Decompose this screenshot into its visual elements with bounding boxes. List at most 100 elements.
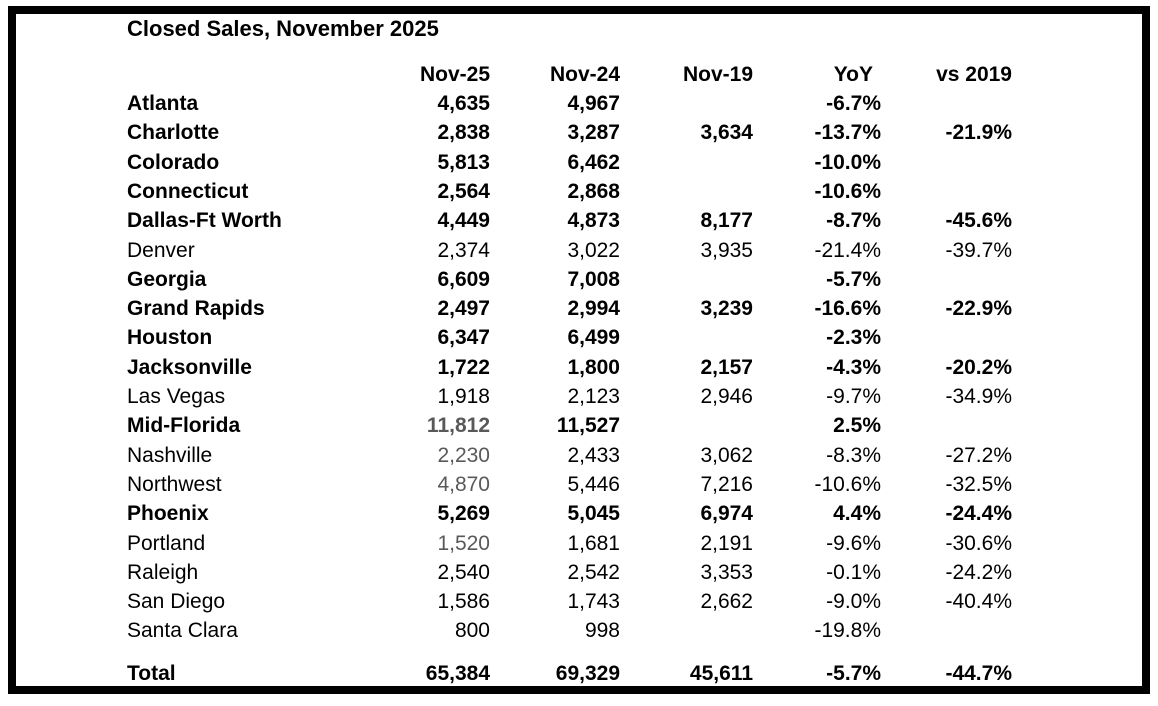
cell-nov25: 2,230: [437, 443, 490, 467]
cell-nov24: 5,045: [567, 502, 620, 526]
cell-yoy: -9.0%: [826, 590, 881, 614]
cell-yoy: -9.7%: [826, 385, 881, 409]
cell-nov19: 3,935: [700, 238, 753, 262]
cell-nov25: 2,838: [437, 121, 490, 145]
market-name: Jacksonville: [127, 355, 252, 379]
table-row: Northwest 4,870 5,446 7,216 -10.6% -32.5%: [127, 470, 1012, 499]
cell-yoy: -10.6%: [814, 472, 881, 496]
cell-nov25: 1,586: [437, 590, 490, 614]
market-name: Charlotte: [127, 121, 220, 145]
cell-nov19: 3,634: [700, 121, 753, 145]
market-name: Atlanta: [127, 92, 199, 116]
closed-sales-table: Nov-25 Nov-24 Nov-19 YoY vs 2019 Atlanta…: [127, 60, 1012, 689]
table-row: Denver 2,374 3,022 3,935 -21.4% -39.7%: [127, 235, 1012, 264]
cell-nov25: 4,635: [437, 92, 490, 116]
cell-nov25: 1,520: [437, 531, 490, 555]
total-nov25: 65,384: [425, 662, 490, 686]
cell-yoy: -4.3%: [826, 355, 881, 379]
cell-vs2019: -24.4%: [945, 502, 1012, 526]
cell-nov19: 7,216: [700, 472, 753, 496]
cell-nov25: 2,564: [437, 179, 490, 203]
table-row: Las Vegas 1,918 2,123 2,946 -9.7% -34.9%: [127, 382, 1012, 411]
cell-nov24: 6,462: [567, 150, 620, 174]
cell-nov25: 5,813: [437, 150, 490, 174]
table-row: Phoenix 5,269 5,045 6,974 4.4% -24.4%: [127, 499, 1012, 528]
cell-nov25: 4,870: [437, 472, 490, 496]
cell-nov24: 998: [584, 619, 620, 643]
market-name: Northwest: [127, 472, 222, 496]
cell-nov24: 11,527: [556, 414, 620, 438]
cell-yoy: -5.7%: [826, 267, 881, 291]
cell-nov25: 800: [454, 619, 490, 643]
market-name: Las Vegas: [127, 385, 226, 409]
market-name: Dallas-Ft Worth: [127, 209, 282, 233]
cell-nov24: 1,743: [567, 590, 620, 614]
cell-nov25: 1,722: [437, 355, 490, 379]
table-border-frame: [8, 6, 1150, 694]
cell-nov25: 2,540: [437, 560, 490, 584]
cell-nov25: 11,812: [426, 414, 490, 438]
total-label: Total: [127, 662, 176, 686]
cell-yoy: -19.8%: [814, 619, 881, 643]
cell-nov24: 3,022: [567, 238, 620, 262]
market-name: Nashville: [127, 443, 213, 467]
market-name: Denver: [127, 238, 195, 262]
total-nov24: 69,329: [555, 662, 620, 686]
total-nov19: 45,611: [689, 662, 753, 686]
cell-nov25: 1,918: [437, 385, 490, 409]
cell-nov19: 2,946: [700, 385, 753, 409]
cell-yoy: -2.3%: [826, 326, 881, 350]
cell-yoy: -0.1%: [826, 560, 881, 584]
cell-nov24: 3,287: [567, 121, 620, 145]
table-row: San Diego 1,586 1,743 2,662 -9.0% -40.4%: [127, 587, 1012, 616]
table-row: Grand Rapids 2,497 2,994 3,239 -16.6% -22.9%: [127, 294, 1012, 323]
table-row: Connecticut 2,564 2,868 -10.6%: [127, 177, 1012, 206]
cell-nov24: 2,868: [567, 179, 620, 203]
total-yoy: -5.7%: [826, 662, 881, 686]
table-row: Georgia 6,609 7,008 -5.7%: [127, 265, 1012, 294]
market-name: Colorado: [127, 150, 220, 174]
market-name: Grand Rapids: [127, 297, 265, 321]
cell-yoy: -10.6%: [814, 179, 881, 203]
cell-vs2019: -21.9%: [945, 121, 1012, 145]
cell-nov25: 4,449: [437, 209, 490, 233]
cell-nov19: 2,157: [700, 355, 753, 379]
cell-nov24: 2,994: [567, 297, 620, 321]
cell-nov19: 2,191: [700, 531, 753, 555]
table-row: Atlanta 4,635 4,967 -6.7%: [127, 89, 1012, 118]
table-row: Charlotte 2,838 3,287 3,634 -13.7% -21.9%: [127, 118, 1012, 147]
header-vs2019: vs 2019: [936, 62, 1012, 86]
table-row: Mid-Florida 11,812 11,527 2.5%: [127, 411, 1012, 440]
table-row: Raleigh 2,540 2,542 3,353 -0.1% -24.2%: [127, 558, 1012, 587]
cell-yoy: 2.5%: [833, 414, 881, 438]
cell-yoy: -6.7%: [826, 92, 881, 116]
total-row: Total 65,384 69,329 45,611 -5.7% -44.7%: [127, 659, 1012, 689]
cell-nov24: 1,800: [567, 355, 620, 379]
cell-yoy: -8.3%: [826, 443, 881, 467]
cell-nov24: 2,123: [567, 385, 620, 409]
cell-nov24: 2,433: [567, 443, 620, 467]
cell-nov24: 1,681: [567, 531, 620, 555]
cell-vs2019: -39.7%: [945, 238, 1012, 262]
cell-nov25: 2,497: [437, 297, 490, 321]
cell-nov19: 6,974: [700, 502, 753, 526]
cell-nov19: 3,353: [700, 560, 753, 584]
market-name: Mid-Florida: [127, 414, 241, 438]
table-row: Santa Clara 800 998 -19.8%: [127, 616, 1012, 645]
cell-vs2019: -20.2%: [945, 355, 1012, 379]
market-name: Georgia: [127, 267, 207, 291]
header-yoy: YoY: [833, 62, 873, 86]
cell-nov25: 2,374: [437, 238, 490, 262]
cell-vs2019: -27.2%: [945, 443, 1012, 467]
cell-nov24: 4,967: [567, 92, 620, 116]
cell-yoy: -8.7%: [826, 209, 881, 233]
table-title: Closed Sales, November 2025: [127, 16, 439, 41]
cell-nov24: 2,542: [567, 560, 620, 584]
market-name: Phoenix: [127, 502, 209, 526]
cell-nov24: 5,446: [567, 472, 620, 496]
cell-yoy: 4.4%: [833, 502, 881, 526]
cell-nov24: 7,008: [567, 267, 620, 291]
cell-vs2019: -32.5%: [945, 472, 1012, 496]
table-row: Colorado 5,813 6,462 -10.0%: [127, 148, 1012, 177]
market-name: Portland: [127, 531, 206, 555]
